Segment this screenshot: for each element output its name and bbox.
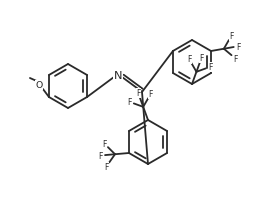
Text: F: F xyxy=(199,54,204,63)
Text: O: O xyxy=(35,81,43,90)
Text: N: N xyxy=(114,71,122,81)
Text: F: F xyxy=(136,89,140,98)
Text: F: F xyxy=(98,151,102,160)
Text: F: F xyxy=(208,63,213,72)
Text: F: F xyxy=(229,32,233,41)
Text: F: F xyxy=(148,90,153,99)
Text: F: F xyxy=(233,55,237,64)
Text: F: F xyxy=(187,55,191,64)
Text: F: F xyxy=(236,42,241,51)
Text: F: F xyxy=(127,98,131,107)
Text: F: F xyxy=(102,139,107,148)
Text: F: F xyxy=(104,162,109,171)
